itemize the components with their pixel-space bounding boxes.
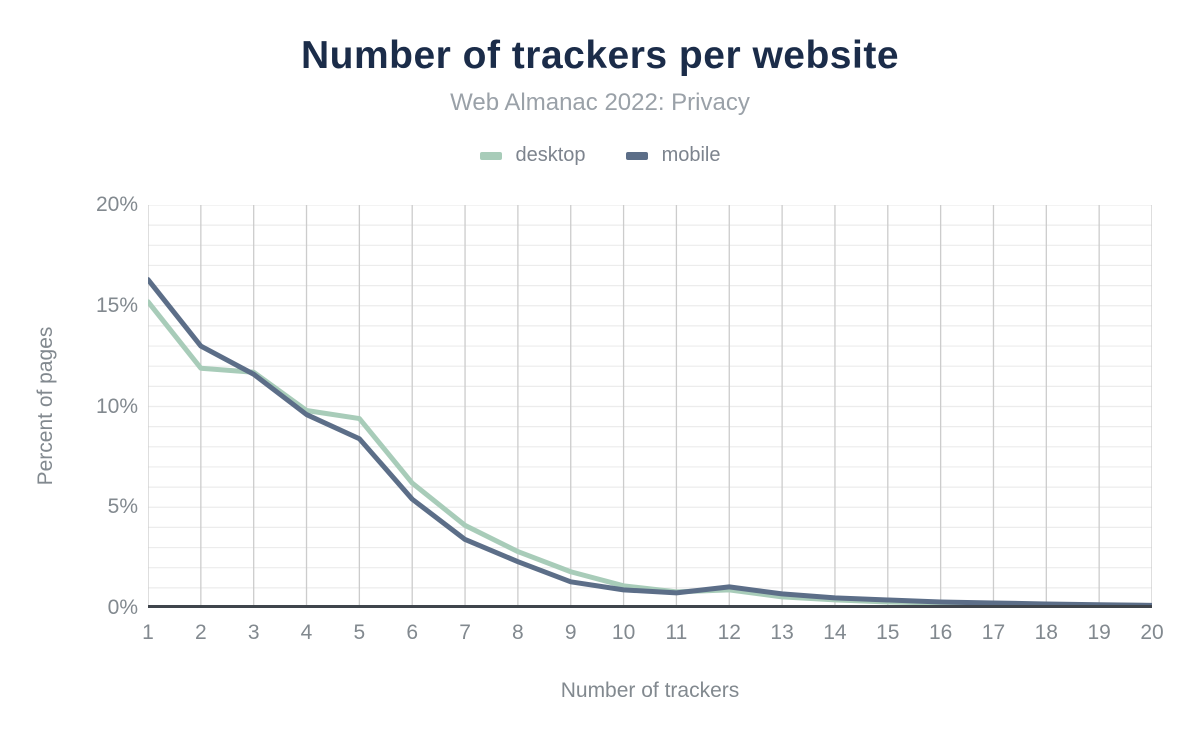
x-tick-label: 1 [142, 621, 154, 644]
legend-swatch-desktop-icon [479, 151, 502, 160]
x-tick-label: 8 [512, 621, 524, 644]
x-tick-label: 19 [1087, 621, 1111, 644]
chart-subtitle: Web Almanac 2022: Privacy [450, 89, 750, 116]
chart-plot-area [148, 205, 1152, 608]
x-axis-title: Number of trackers [560, 679, 740, 702]
chart-title: Number of trackers per website [300, 34, 900, 77]
x-tick-label: 11 [665, 621, 688, 644]
series-line-desktop [148, 299, 1152, 608]
y-tick-label: 5% [107, 495, 138, 519]
x-tick-label: 6 [406, 621, 419, 644]
x-tick-label: 2 [194, 621, 207, 644]
x-tick-label: 3 [247, 621, 260, 644]
legend-item-desktop: desktop [479, 144, 586, 167]
x-tick-label: 7 [459, 621, 471, 644]
x-tick-label: 5 [353, 621, 366, 644]
x-tick-label: 9 [564, 621, 577, 644]
y-tick-label: 10% [95, 394, 138, 418]
y-tick-label: 20% [95, 193, 138, 216]
legend-swatch-mobile-icon [625, 151, 648, 160]
x-tick-label: 17 [981, 621, 1006, 644]
legend-label-mobile: mobile [661, 144, 721, 166]
x-tick-label: 14 [823, 621, 847, 644]
y-axis-title: Percent of pages [34, 326, 57, 486]
chart-legend: desktop mobile [0, 144, 1200, 167]
legend-label-desktop: desktop [515, 144, 586, 166]
x-tick-label: 4 [300, 621, 313, 644]
series-line-mobile [148, 277, 1152, 608]
x-tick-label: 12 [717, 621, 741, 644]
y-tick-label: 15% [95, 293, 138, 317]
legend-item-mobile: mobile [625, 144, 721, 167]
x-tick-label: 15 [876, 621, 900, 644]
x-tick-label: 18 [1034, 621, 1058, 644]
x-tick-label: 16 [928, 621, 953, 644]
x-tick-label: 20 [1140, 621, 1164, 644]
x-tick-label: 13 [770, 621, 794, 644]
x-tick-label: 10 [611, 621, 636, 644]
y-tick-label: 0% [107, 596, 138, 619]
